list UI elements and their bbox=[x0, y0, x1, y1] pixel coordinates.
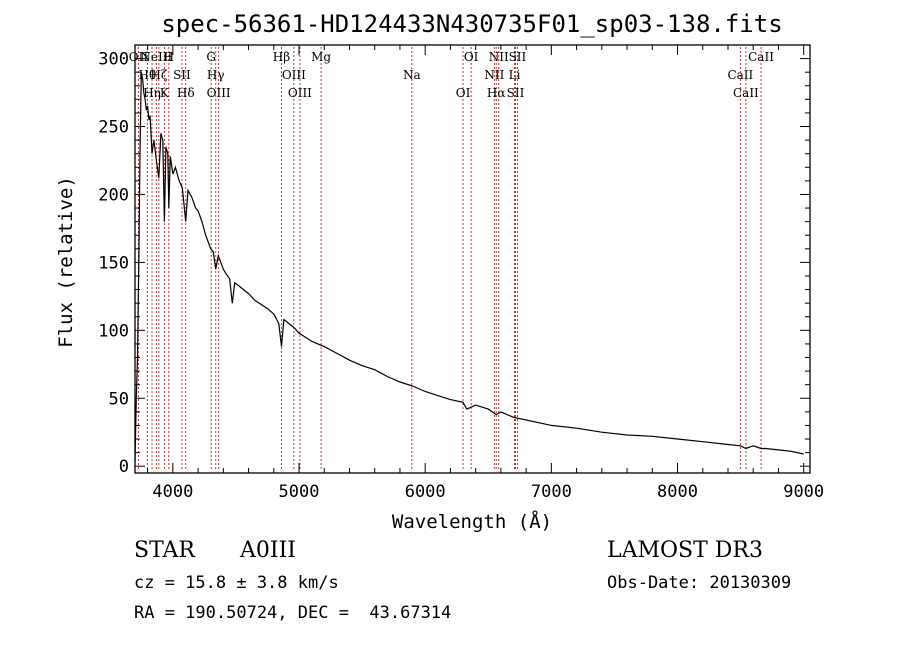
x-tick-label: 8000 bbox=[657, 482, 698, 502]
line-marker-label: Hδ bbox=[177, 86, 195, 100]
line-marker-label: Hβ bbox=[273, 50, 290, 64]
y-tick-label: 50 bbox=[109, 389, 129, 409]
y-tick-label: 0 bbox=[119, 457, 129, 477]
line-marker-label: Hγ bbox=[207, 68, 225, 82]
line-marker-label: OI bbox=[464, 50, 479, 64]
line-marker-label: SII bbox=[173, 68, 191, 82]
line-marker-label: Li bbox=[509, 68, 521, 82]
line-marker-label: H bbox=[164, 50, 174, 64]
line-marker-label: Hη bbox=[143, 86, 161, 100]
line-marker-label: NII bbox=[489, 50, 509, 64]
line-marker-label: OI bbox=[456, 86, 471, 100]
line-marker-label: SII bbox=[507, 86, 525, 100]
survey-name: LAMOST DR3 bbox=[607, 538, 763, 563]
line-marker-label: Hζ bbox=[150, 68, 167, 82]
x-tick-label: 6000 bbox=[405, 482, 446, 502]
x-tick-label: 9000 bbox=[783, 482, 824, 502]
y-tick-label: 300 bbox=[98, 50, 129, 70]
x-tick-label: 5000 bbox=[279, 482, 320, 502]
line-marker-label: G bbox=[206, 50, 216, 64]
line-marker-label: SII bbox=[509, 50, 527, 64]
object-subclass: A0III bbox=[240, 538, 296, 563]
line-marker-label: CaII bbox=[727, 68, 753, 82]
y-axis-label: Flux (relative) bbox=[55, 176, 77, 348]
chart-title: spec-56361-HD124433N430735F01_sp03-138.f… bbox=[161, 10, 782, 38]
line-marker-label: Na bbox=[403, 68, 421, 82]
line-marker-label: CaII bbox=[748, 50, 774, 64]
y-tick-label: 200 bbox=[98, 185, 129, 205]
y-tick-label: 100 bbox=[98, 321, 129, 341]
object-class: STAR bbox=[134, 538, 195, 563]
x-tick-label: 4000 bbox=[152, 482, 193, 502]
line-marker-label: NeIII bbox=[140, 50, 172, 64]
line-marker-label: K bbox=[160, 86, 170, 100]
axis-ticks: 4000 5000 6000 7000 8000 9000 0 50 100 150 200 250 3… bbox=[98, 45, 824, 502]
line-marker-label: OII bbox=[129, 50, 149, 64]
line-marker-label: OIII bbox=[288, 86, 312, 100]
line-marker-label: Hα bbox=[487, 86, 506, 100]
redshift-value: cz = 15.8 ± 3.8 km/s bbox=[134, 573, 339, 593]
y-tick-label: 250 bbox=[98, 118, 129, 138]
x-tick-label: 7000 bbox=[531, 482, 572, 502]
spectrum-series-line bbox=[134, 72, 804, 463]
emission-line-labels: OIIHθHηNeIIIHζKHSIIHδGHγOIIIHβOIIIOIIIMg… bbox=[129, 50, 774, 100]
plot-frame bbox=[134, 44, 811, 474]
line-marker-label: CaII bbox=[733, 86, 759, 100]
coordinates: RA = 190.50724, DEC = 43.67314 bbox=[134, 603, 452, 623]
obs-date: Obs-Date: 20130309 bbox=[607, 573, 792, 593]
line-marker-label: NII bbox=[484, 68, 504, 82]
line-marker-label: Mg bbox=[311, 50, 331, 64]
y-tick-label: 150 bbox=[98, 253, 129, 273]
emission-line-markers bbox=[137, 47, 762, 471]
line-marker-label: OIII bbox=[282, 68, 306, 82]
x-axis-label: Wavelength (Å) bbox=[392, 510, 552, 533]
line-marker-label: OIII bbox=[207, 86, 231, 100]
